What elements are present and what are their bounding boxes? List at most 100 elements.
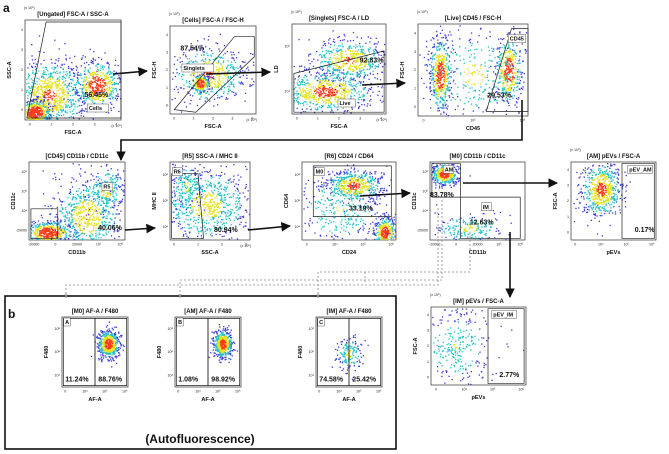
x-tick-label: 3: [359, 117, 361, 121]
y-axis-label: FSC-A: [413, 337, 419, 354]
plot-title: [Live] CD45 / FSC-H: [445, 16, 501, 22]
y-tick-label: 4: [21, 28, 23, 32]
gate-label: B: [178, 320, 182, 326]
y-tick-label: 10⁵: [22, 189, 28, 193]
gate-percentage: 1.08%: [178, 376, 199, 383]
plot-p2: [Cells] FSC-A / FSC-H FSC-A FSC-H (x 10⁶) (x…: [152, 12, 257, 130]
gate-label: CD45: [510, 37, 524, 43]
x-tick-label: 0: [318, 390, 320, 394]
y-axis-label: CD64: [284, 193, 290, 208]
y-tick-label: 10⁶: [55, 327, 61, 331]
x-tick-label: 10⁵: [490, 388, 496, 392]
x-tick-label: 1: [317, 117, 319, 121]
x-scale-note: (x 10⁶): [111, 124, 122, 128]
y-tick-label: 10⁴: [162, 225, 168, 229]
x-tick-label: 10⁶: [519, 388, 525, 392]
y-tick-label: 1: [21, 88, 23, 92]
y-tick-label: 10⁵: [168, 350, 174, 354]
x-tick-label: 1: [50, 123, 52, 127]
x-tick-label: 0: [64, 390, 66, 394]
y-axis-label: F480: [298, 346, 304, 359]
x-tick-label: 0: [306, 243, 308, 247]
x-tick-label: 10⁶: [649, 243, 655, 247]
y-tick-label: 2: [414, 68, 416, 72]
y-axis-label: SSC-A: [7, 61, 13, 78]
x-tick-label: 0: [423, 119, 425, 123]
plot-title: [R5] SSC-A / MHC II: [182, 154, 238, 160]
y-axis-label: MHC II: [152, 192, 158, 210]
y-axis-label: F480: [44, 346, 50, 359]
y-axis-label: F480: [157, 346, 163, 359]
y-tick-label: 10⁴: [54, 374, 60, 378]
plot-frame: [570, 161, 657, 241]
x-axis-label: FSC-A: [204, 124, 221, 130]
x-tick-label: 3: [94, 123, 96, 127]
y-tick-label: 1: [567, 215, 569, 219]
gate: [26, 21, 122, 119]
y-tick-label: 10⁵: [55, 350, 61, 354]
y-tick-label: 10⁴: [294, 225, 300, 229]
x-tick-label: 10⁵: [360, 243, 366, 247]
x-scale-note: (x 10⁶): [240, 244, 251, 248]
y-tick-label: 10⁵: [309, 350, 315, 354]
panel-b-letter: b: [8, 307, 15, 321]
panel-b-frame: [4, 295, 397, 450]
x-axis-label: FSC-A: [330, 124, 347, 130]
gate: [485, 28, 529, 112]
gate-label: Cells: [89, 106, 102, 112]
x-tick-label: 10⁴: [598, 243, 604, 247]
x-tick-label: 0: [574, 243, 576, 247]
x-tick-label: 10⁴: [461, 388, 467, 392]
x-tick-label: 10⁵: [102, 390, 108, 394]
y-tick-label: 0: [427, 375, 429, 379]
y-tick-label: 2: [21, 68, 23, 72]
gate: [94, 318, 128, 386]
gate-percentage: 25.42%: [352, 376, 377, 383]
x-tick-label: 10⁵: [624, 243, 630, 247]
gate: [312, 165, 392, 217]
x-tick-label: 0: [455, 243, 457, 247]
arrow-p5-p6: [124, 223, 156, 234]
autofluorescence-label: (Autofluorescence): [145, 432, 254, 446]
x-tick-label: 0: [173, 243, 175, 247]
plot-title: [Cells] FSC-A / FSC-H: [182, 18, 243, 24]
gate-label: Singlets: [183, 66, 204, 72]
x-tick-label: 10⁴: [82, 390, 88, 394]
gate-percentage: 88.76%: [98, 376, 123, 383]
gate-label: A: [65, 320, 69, 326]
x-tick-label: 1: [197, 243, 199, 247]
gate-label: IM: [483, 205, 490, 211]
y-tick-label: 0: [21, 108, 23, 112]
x-scale-note: (x 10⁶): [376, 118, 387, 122]
arrow-p7-p8: [359, 188, 411, 199]
gate-percentage: 80.94%: [214, 227, 239, 234]
x-tick-label: 10⁶: [117, 243, 123, 247]
x-tick-label: 4: [251, 117, 253, 121]
gate-percentage: 92.83%: [360, 58, 385, 65]
x-tick-label: 10⁴: [332, 243, 338, 247]
gate-percentage: 83.78%: [430, 192, 455, 199]
x-tick-label: 10⁶: [389, 243, 395, 247]
x-tick-label: 10⁵: [96, 243, 102, 247]
y-tick-label: 1: [414, 87, 416, 91]
gate-percentage: 56.45%: [85, 92, 110, 99]
x-tick-label: 10⁵: [356, 390, 362, 394]
y-tick-label: 10⁵: [163, 199, 169, 203]
plot-b3: [IM] AF-A / F480 AF-A F480 0 10⁴ 10⁵ 10⁶ 10⁴ 10⁵…: [298, 309, 383, 403]
plot-p7: [R6] CD24 / CD64 CD24 CD64 0 10⁴ 10⁵ 10⁶ 10⁴ 10⁵…: [284, 154, 397, 256]
gate: [207, 318, 241, 386]
y-scale-note: (x 10⁶): [570, 148, 581, 152]
x-tick-label: 10⁴: [336, 390, 342, 394]
y-tick-label: 10⁶: [22, 170, 28, 174]
x-tick-label: 10⁵: [496, 243, 502, 247]
gate-label: pEV_IM: [493, 312, 513, 318]
x-axis-label: FSC-A: [64, 130, 81, 136]
y-axis-label: FSC-H: [152, 61, 158, 78]
plot-title: [IM] pEVs / FSC-A: [453, 299, 504, 305]
x-tick-label: 0: [173, 117, 175, 121]
gate-percentage: 0.17%: [635, 227, 656, 234]
x-tick-label: 10⁶: [376, 390, 382, 394]
plot-b2: [AM] AF-A / F480 AF-A F480 0 10⁴ 10⁵ 10⁶ 10⁴ 10⁵…: [157, 309, 242, 403]
y-tick-label: 4: [166, 33, 168, 37]
plot-title: [Singlets] FSC-A / LD: [309, 16, 370, 22]
